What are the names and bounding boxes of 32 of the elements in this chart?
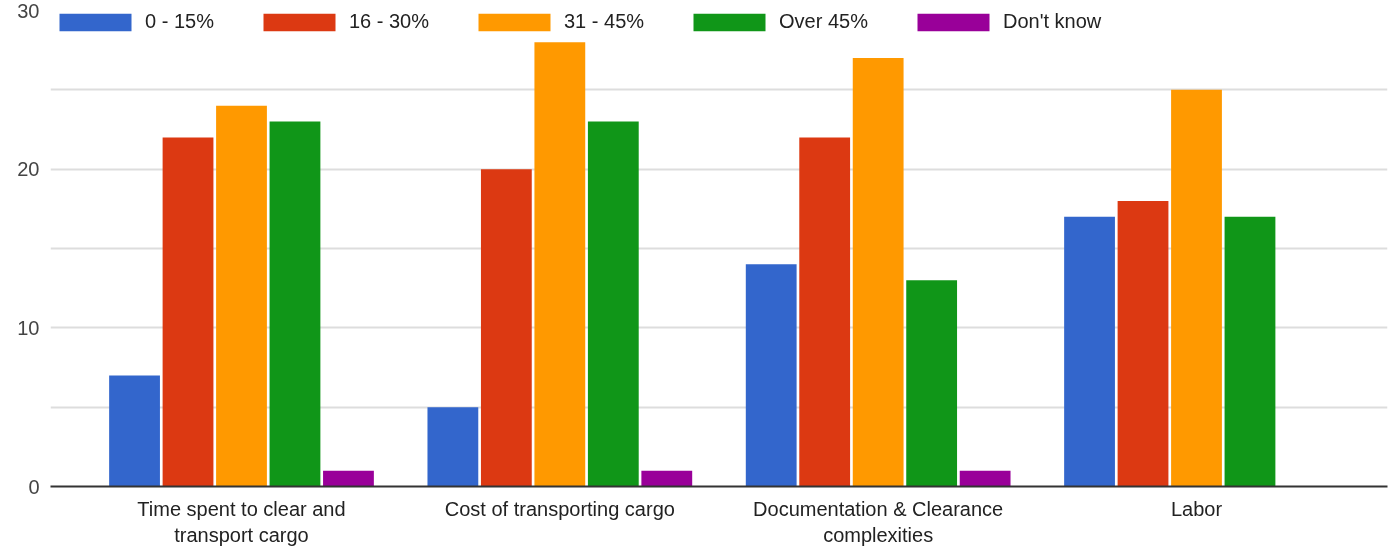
legend-label: Over 45% [779, 10, 868, 33]
bar [480, 169, 532, 487]
legend-label: 16 - 30% [348, 10, 429, 33]
bar [1224, 216, 1276, 487]
bar [852, 58, 904, 487]
bar [534, 42, 586, 487]
x-tick-label: Labor [1170, 497, 1223, 520]
bar [427, 407, 479, 487]
x-tick-label: Documentation & Clearance complexities [753, 497, 1004, 546]
bar [587, 121, 639, 487]
bar [745, 264, 797, 487]
y-tick-label: 10 [17, 316, 40, 339]
bar [641, 470, 693, 487]
bar [269, 121, 321, 487]
bar [109, 375, 160, 487]
x-tick-label: Cost of transporting cargo [444, 497, 675, 520]
bar [906, 280, 958, 487]
bar [1171, 89, 1222, 487]
bar [1117, 200, 1169, 487]
x-tick-label: Time spent to clear and transport cargo [137, 497, 346, 546]
legend-label: 31 - 45% [564, 10, 645, 33]
legend-label: Don't know [1003, 10, 1102, 33]
y-tick-label: 30 [17, 0, 40, 22]
legend-label: 0 - 15% [145, 10, 214, 33]
bar [1064, 216, 1115, 487]
bar [162, 137, 214, 487]
bar [323, 470, 374, 487]
y-tick-label: 20 [17, 158, 40, 181]
y-tick-label: 0 [28, 475, 40, 498]
bar [216, 105, 267, 487]
bar [959, 470, 1011, 487]
bar [799, 137, 851, 487]
